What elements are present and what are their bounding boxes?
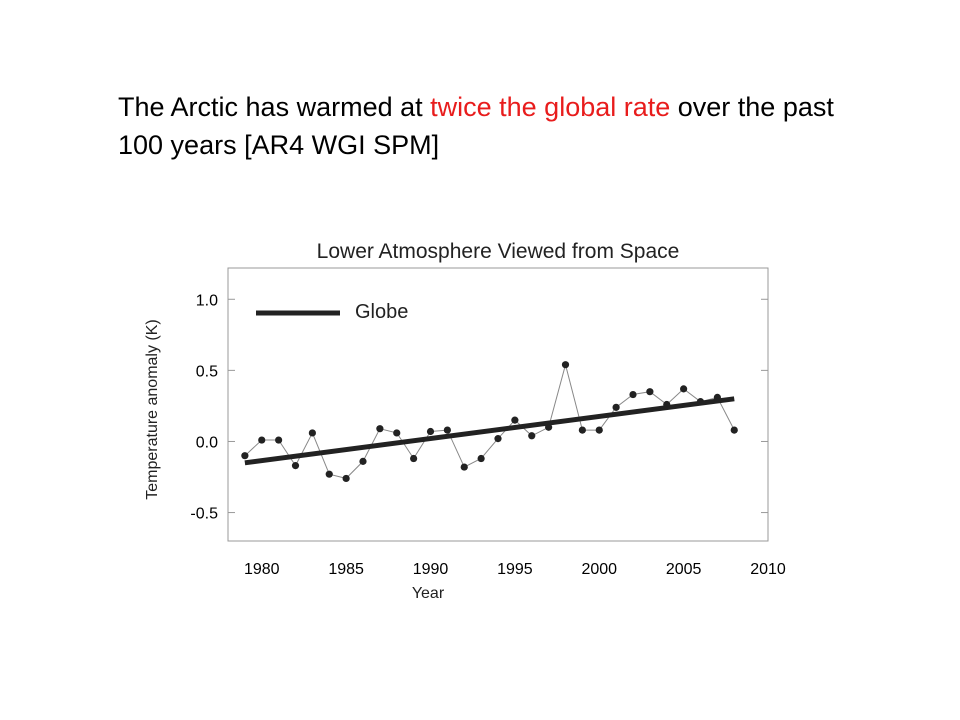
data-point <box>359 457 367 465</box>
data-point <box>443 426 451 434</box>
y-axis-label: Temperature anomaly (K) <box>144 319 161 500</box>
headline-highlight: twice the global rate <box>430 92 671 122</box>
data-point <box>460 463 468 471</box>
data-point <box>629 390 637 399</box>
data-point <box>308 429 316 437</box>
data-point <box>494 435 502 443</box>
x-tick-label: 1995 <box>497 561 533 578</box>
data-point <box>612 403 620 411</box>
data-point <box>561 361 570 369</box>
x-tick-label: 1980 <box>244 561 280 578</box>
data-point <box>511 416 519 424</box>
x-tick-label: 2000 <box>581 561 617 578</box>
y-tick-label: 1.0 <box>196 292 218 309</box>
trend-line <box>244 396 735 466</box>
data-point <box>528 432 536 440</box>
x-tick-label: 2005 <box>666 561 702 578</box>
data-point <box>342 474 350 483</box>
data-point <box>730 426 738 434</box>
data-point <box>393 429 401 437</box>
headline-text: The Arctic has warmed at <box>118 92 431 122</box>
x-tick-label: 2010 <box>750 561 786 578</box>
data-point <box>426 427 435 436</box>
data-point <box>325 470 333 478</box>
x-axis-label: Year <box>412 585 445 602</box>
data-point <box>258 436 266 444</box>
data-point <box>595 426 603 434</box>
x-tick-label: 1990 <box>413 561 449 578</box>
data-point <box>410 454 418 463</box>
headline: The Arctic has warmed at twice the globa… <box>118 88 858 164</box>
legend-label: Globe <box>355 301 408 323</box>
x-tick-label: 1985 <box>328 561 364 578</box>
plot-frame <box>227 267 769 542</box>
y-tick-label: 0.5 <box>196 363 218 380</box>
data-point <box>275 436 283 444</box>
data-point <box>291 462 300 470</box>
data-point <box>241 452 249 460</box>
y-tick-label: -0.5 <box>190 506 218 523</box>
y-tick-label: 0.0 <box>196 434 218 451</box>
anomaly-line <box>244 362 735 479</box>
data-point <box>477 454 485 463</box>
data-point <box>680 385 688 393</box>
data-point <box>578 426 586 434</box>
data-point <box>646 388 654 396</box>
chart-title: Lower Atmosphere Viewed from Space <box>317 240 680 263</box>
headline-text-end: over the past 100 years [AR4 WGI SPM] <box>118 92 834 160</box>
data-point <box>376 425 384 433</box>
